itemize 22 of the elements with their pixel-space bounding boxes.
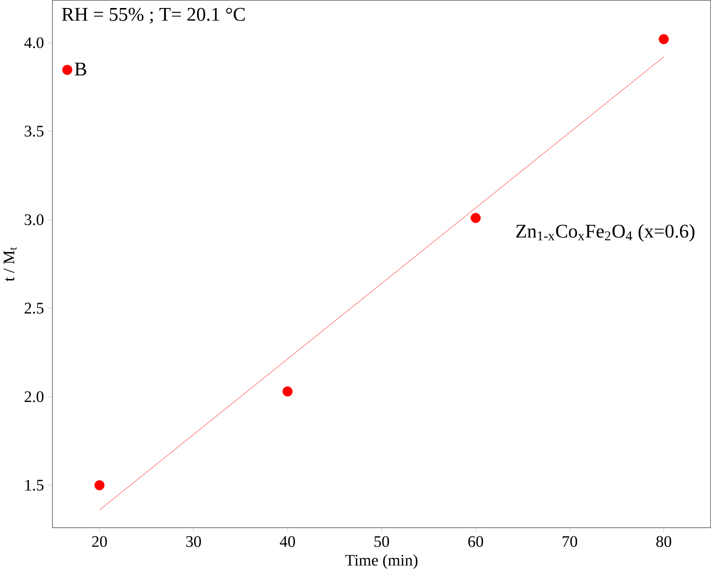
x-tick-label: 50 bbox=[374, 536, 390, 547]
x-tick-label: 80 bbox=[656, 536, 672, 547]
point bbox=[658, 34, 669, 44]
y-axis-title: t / M$_{t}$ bbox=[4, 246, 17, 282]
point bbox=[470, 212, 481, 223]
y-tick-label: 3.5 bbox=[24, 126, 44, 136]
annotation: RH = 55% ; T= 20.1 °C bbox=[62, 8, 245, 24]
x-tick-label: 20 bbox=[92, 536, 107, 547]
y-tick-label: 2.5 bbox=[24, 302, 44, 314]
y-tick-label: 4.0 bbox=[24, 37, 44, 48]
x-tick-label: 60 bbox=[468, 536, 484, 547]
point bbox=[94, 480, 105, 490]
legend-label: B bbox=[74, 62, 86, 76]
y-tick-label: 2.0 bbox=[24, 391, 44, 402]
text: Zn$_{1-x}$Co$_{x}$Fe$_{2}$O$_{4}$ (x=0.6) bbox=[516, 224, 694, 242]
x-tick-label: 40 bbox=[280, 536, 295, 547]
y-tick-label: 1.5 bbox=[25, 480, 44, 490]
x-tick-label: 70 bbox=[562, 536, 578, 547]
point bbox=[282, 386, 293, 396]
x-tick-label: 30 bbox=[186, 536, 201, 547]
y-tick-label: 3.0 bbox=[24, 214, 44, 225]
x-axis-title: Time (min) bbox=[345, 554, 418, 569]
